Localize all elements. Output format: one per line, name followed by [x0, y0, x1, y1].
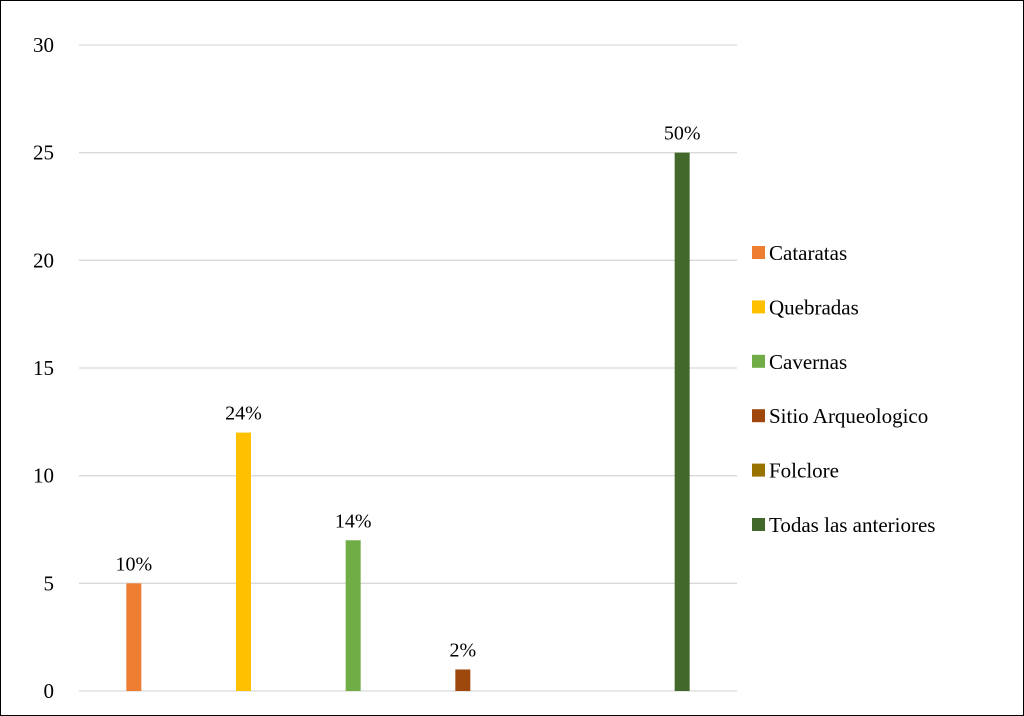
- data-label: 14%: [335, 510, 372, 532]
- y-tick-label: 20: [33, 248, 54, 272]
- data-label: 24%: [225, 403, 262, 425]
- legend-swatch: [752, 518, 765, 531]
- legend-swatch: [752, 300, 765, 314]
- bar: [126, 583, 142, 691]
- data-label: 2%: [449, 639, 476, 661]
- y-tick-label: 10: [33, 464, 54, 488]
- data-label: 50%: [664, 123, 701, 145]
- y-tick-label: 0: [44, 679, 55, 703]
- legend-swatch: [752, 463, 765, 477]
- legend: Cataratas Quebradas Cavernas Sitio Arqueolo…: [752, 241, 935, 537]
- legend-label: Sitio Arqueologico: [769, 404, 928, 428]
- legend-swatch: [752, 409, 765, 423]
- legend-label: Quebradas: [769, 295, 859, 319]
- legend-swatch: [752, 246, 765, 259]
- y-tick-label: 5: [44, 571, 55, 595]
- legend-label: Cavernas: [769, 350, 847, 374]
- y-tick-label: 15: [33, 356, 54, 380]
- bar: [455, 669, 471, 691]
- data-label: 10%: [115, 553, 152, 575]
- legend-label: Cataratas: [769, 241, 847, 265]
- bar: [345, 540, 361, 691]
- gridlines: [79, 44, 737, 692]
- legend-label: Folclore: [769, 459, 839, 483]
- data-labels: 10% 24% 14% 2% 50%: [115, 123, 700, 662]
- bar: [236, 432, 251, 691]
- y-tick-label: 25: [33, 141, 54, 165]
- legend-label: Todas las anteriores: [769, 513, 935, 537]
- y-tick-label: 30: [33, 33, 54, 57]
- bars: [126, 152, 690, 691]
- legend-swatch: [752, 354, 765, 368]
- bar: [674, 152, 690, 691]
- y-axis-ticks: 0 5 10 15 20 25 30: [33, 33, 54, 703]
